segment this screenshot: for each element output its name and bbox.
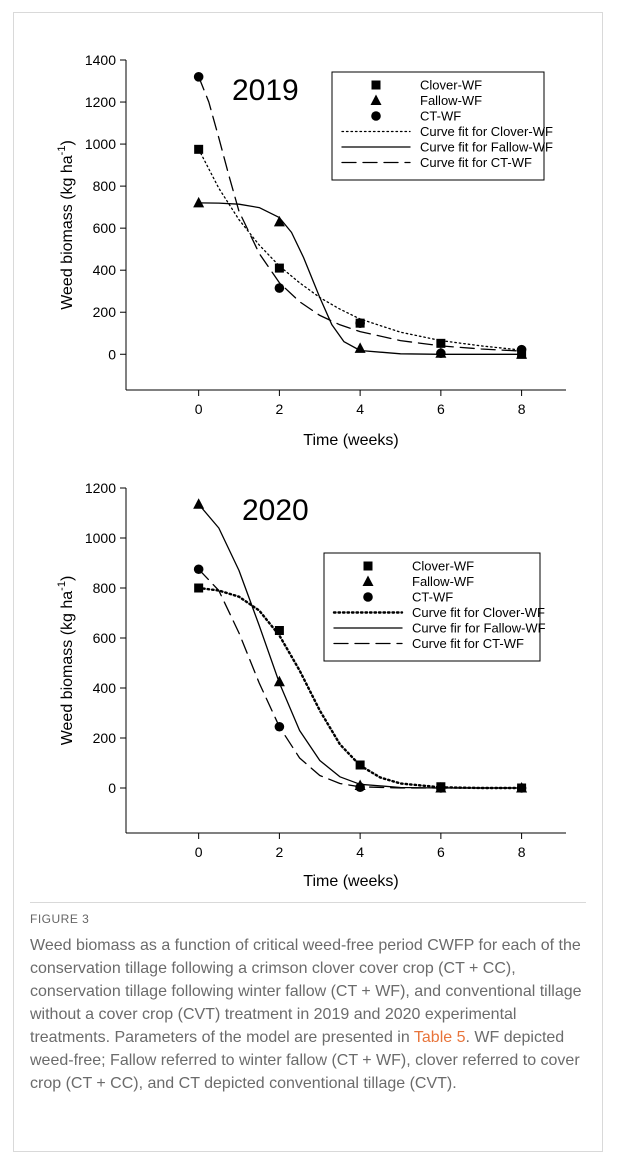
- data-point-ct-wf: [436, 783, 446, 793]
- y-tick-label: 400: [93, 680, 117, 696]
- x-tick-label: 4: [356, 844, 364, 860]
- legend-entry-label: CT-WF: [420, 109, 461, 124]
- caption-text-end: . WF depicted weed-free; Fallow referred…: [30, 1029, 580, 1092]
- legend-entry-label: Curve fit for Clover-WF: [420, 124, 553, 139]
- data-point-ct-wf: [274, 283, 285, 293]
- y-axis-title: Weed biomass (kg ha-1): [56, 140, 76, 310]
- data-point-clover-wf: [194, 144, 204, 154]
- x-tick-label: 8: [518, 844, 526, 860]
- data-point-ct-wf: [355, 318, 365, 328]
- legend-marker-circle: [363, 592, 373, 602]
- legend-marker-square: [371, 80, 381, 90]
- legend-entry-label: Curve fit for Fallow-WF: [420, 140, 553, 155]
- data-point-fallow-wf: [273, 215, 285, 227]
- y-axis-title-sup: -1: [56, 146, 68, 156]
- x-tick-label: 2: [275, 844, 283, 860]
- data-point-clover-wf: [355, 760, 365, 770]
- y-tick-label: 1400: [85, 52, 116, 68]
- y-axis-title-close: ): [59, 576, 76, 581]
- y-tick-label: 600: [93, 630, 117, 646]
- caption-text-start: Weed biomass as a function of critical w…: [30, 937, 582, 1046]
- x-tick-label: 0: [195, 401, 203, 417]
- chart-2019: 0 200 400 600 800 1000 1200 1400 0 2 4 6 8 Time (week…: [56, 52, 566, 449]
- x-tick-label: 2: [275, 401, 283, 417]
- figure-label: FIGURE 3: [30, 912, 90, 926]
- legend-entry-label: Fallow-WF: [412, 574, 474, 589]
- data-point-clover-wf: [194, 583, 204, 593]
- figure-caption: Weed biomass as a function of critical w…: [30, 934, 586, 1095]
- figure-frame: [13, 12, 603, 1152]
- y-axis-title-main: Weed biomass (kg ha: [59, 591, 76, 746]
- data-point-ct-wf: [274, 721, 285, 732]
- y-tick-label: 1200: [85, 94, 116, 110]
- y-tick-label: 200: [93, 304, 117, 320]
- x-tick-label: 6: [437, 401, 445, 417]
- legend-marker-square: [363, 561, 373, 571]
- y-tick-label: 1200: [85, 480, 116, 496]
- y-tick-label: 0: [108, 346, 116, 362]
- legend-entry-label: Curve fit for CT-WF: [420, 155, 532, 170]
- y-tick-label: 600: [93, 220, 117, 236]
- y-tick-label: 0: [108, 780, 116, 796]
- legend-entry-label: Curve fit for CT-WF: [412, 636, 524, 651]
- y-tick-label: 800: [93, 178, 117, 194]
- legend-entry-label: Fallow-WF: [420, 93, 482, 108]
- y-axis-title: Weed biomass (kg ha-1): [56, 576, 76, 746]
- data-point-fallow-wf: [354, 342, 366, 353]
- data-point-fallow-wf: [193, 196, 205, 208]
- chart-2020: 0 200 400 600 800 1000 1200 0 2 4 6 8 Time (weeks) We…: [56, 480, 566, 890]
- legend-marker-circle: [371, 111, 381, 121]
- data-point-clover-wf: [436, 338, 446, 348]
- y-axis-title-close: ): [59, 140, 76, 145]
- chart-year-title: 2019: [232, 74, 299, 107]
- data-point-ct-wf: [193, 564, 204, 575]
- chart-year-title: 2020: [242, 494, 309, 527]
- data-point-ct-wf: [516, 783, 527, 793]
- caption-divider: [30, 902, 586, 903]
- fit-curve-dashed: [198, 76, 523, 352]
- data-point-clover-wf: [274, 626, 284, 635]
- legend-entry-label: Curve fir for Fallow-WF: [412, 621, 546, 636]
- legend-entry-label: Clover-WF: [420, 78, 482, 93]
- data-point-fallow-wf: [193, 498, 205, 509]
- data-point-fallow-wf: [273, 675, 285, 687]
- legend-marker-triangle: [362, 575, 374, 586]
- legend-entry-label: Curve fit for Clover-WF: [412, 605, 545, 620]
- legend-entry-label: Clover-WF: [412, 559, 474, 574]
- table-5-link[interactable]: Table 5: [413, 1029, 466, 1046]
- x-tick-label: 6: [437, 844, 445, 860]
- fit-curve-dotted: [197, 586, 523, 790]
- data-point-ct-wf: [355, 782, 365, 793]
- x-tick-label: 4: [356, 401, 364, 417]
- y-tick-label: 1000: [85, 136, 116, 152]
- x-tick-label: 0: [195, 844, 203, 860]
- data-point-ct-wf: [516, 344, 527, 355]
- x-axis-title: Time (weeks): [303, 873, 398, 890]
- y-axis-title-main: Weed biomass (kg ha: [59, 155, 76, 310]
- fit-curve-dashed: [198, 568, 523, 789]
- x-axis-title: Time (weeks): [303, 432, 398, 449]
- data-point-ct-wf: [436, 348, 446, 359]
- y-tick-label: 800: [93, 580, 117, 596]
- fit-curve-solid: [198, 503, 523, 789]
- legend-marker-triangle: [370, 94, 382, 105]
- y-tick-label: 1000: [85, 530, 116, 546]
- data-point-ct-wf: [193, 72, 204, 82]
- y-axis-title-sup: -1: [56, 581, 68, 591]
- legend-entry-label: CT-WF: [412, 590, 453, 605]
- y-tick-label: 200: [93, 730, 117, 746]
- x-tick-label: 8: [518, 401, 526, 417]
- fit-curve-solid: [198, 202, 523, 355]
- y-tick-label: 400: [93, 262, 117, 278]
- data-point-clover-wf: [274, 263, 284, 273]
